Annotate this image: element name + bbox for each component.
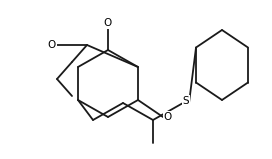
- Text: O: O: [104, 18, 112, 28]
- Text: O: O: [164, 112, 172, 122]
- Text: S: S: [183, 96, 189, 106]
- Text: O: O: [48, 40, 56, 50]
